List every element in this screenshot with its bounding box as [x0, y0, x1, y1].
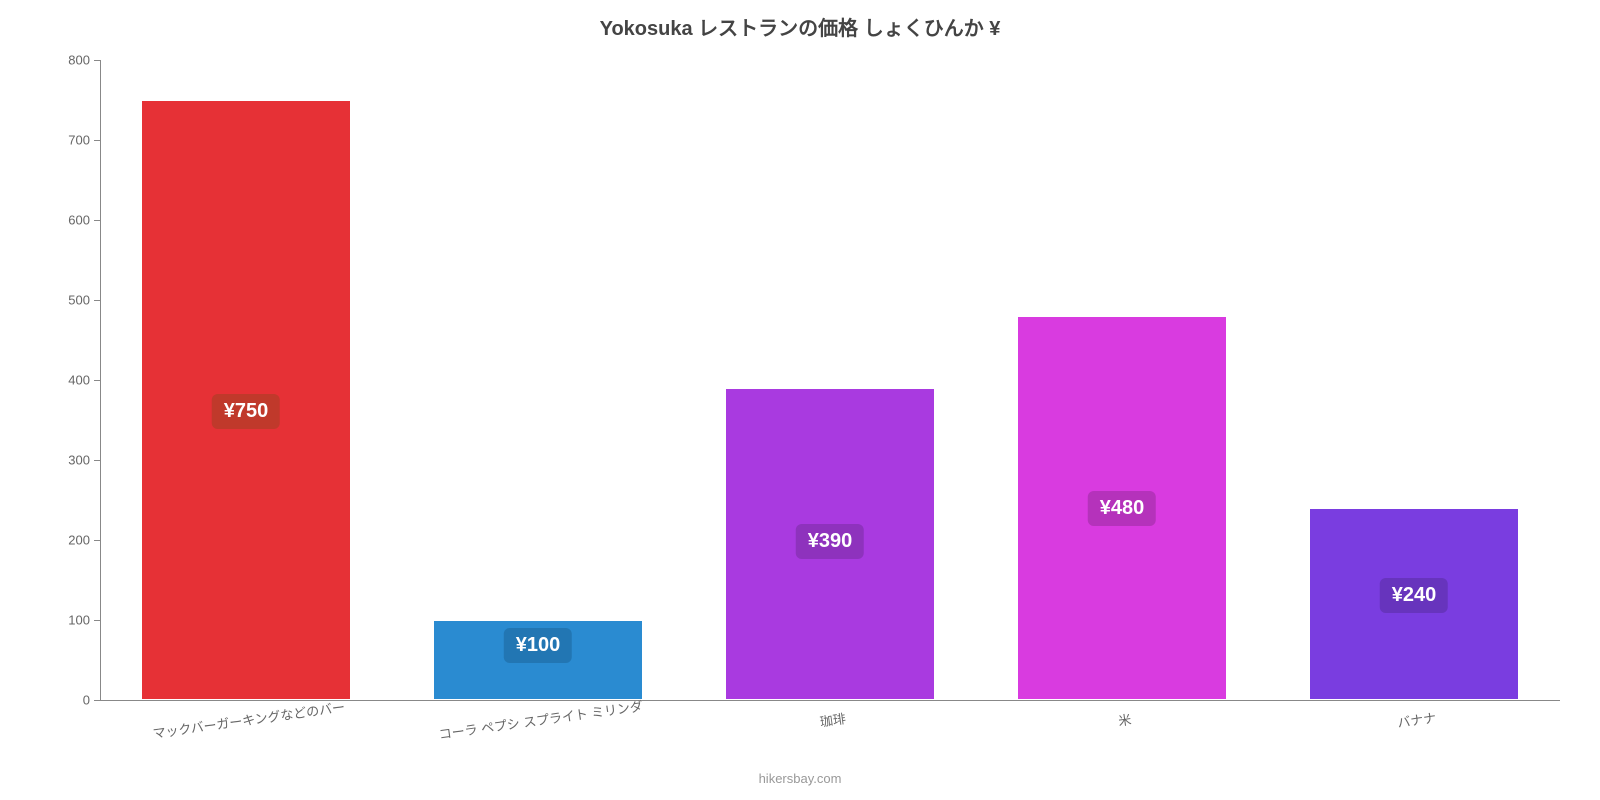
y-tick-mark [94, 620, 100, 621]
y-tick-mark [94, 140, 100, 141]
bar: ¥100 [433, 620, 643, 700]
bar: ¥390 [725, 388, 935, 700]
y-tick-mark [94, 380, 100, 381]
bar: ¥240 [1309, 508, 1519, 700]
chart-title: Yokosuka レストランの価格 しょくひんか ¥ [0, 12, 1600, 41]
y-tick-mark [94, 220, 100, 221]
plot-area: 0100200300400500600700800 ¥750¥100¥390¥4… [100, 60, 1560, 700]
y-tick-mark [94, 700, 100, 701]
y-tick-mark [94, 540, 100, 541]
bar-value-label: ¥390 [796, 524, 865, 559]
bar: ¥480 [1017, 316, 1227, 700]
y-tick-mark [94, 460, 100, 461]
chart-container: Yokosuka レストランの価格 しょくひんか ¥ 0100200300400… [0, 0, 1600, 800]
bar-value-label: ¥100 [504, 628, 573, 663]
bar-value-label: ¥480 [1088, 491, 1157, 526]
y-tick-mark [94, 300, 100, 301]
y-tick-mark [94, 60, 100, 61]
bar-value-label: ¥240 [1380, 578, 1449, 613]
chart-footer: hikersbay.com [0, 771, 1600, 786]
y-axis-line [100, 60, 101, 700]
bar-value-label: ¥750 [212, 394, 281, 429]
bar: ¥750 [141, 100, 351, 700]
